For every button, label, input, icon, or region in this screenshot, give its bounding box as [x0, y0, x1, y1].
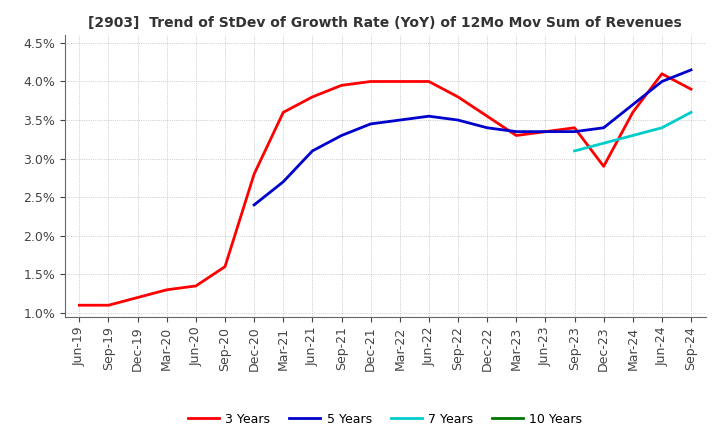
3 Years: [541, 129, 550, 134]
Line: 5 Years: 5 Years: [254, 70, 691, 205]
3 Years: [250, 172, 258, 177]
3 Years: [570, 125, 579, 130]
3 Years: [163, 287, 171, 293]
3 Years: [599, 164, 608, 169]
3 Years: [687, 87, 696, 92]
5 Years: [570, 129, 579, 134]
3 Years: [366, 79, 375, 84]
5 Years: [395, 117, 404, 123]
3 Years: [133, 295, 142, 300]
5 Years: [308, 148, 317, 154]
3 Years: [425, 79, 433, 84]
7 Years: [570, 148, 579, 154]
7 Years: [657, 125, 666, 130]
7 Years: [599, 140, 608, 146]
3 Years: [279, 110, 287, 115]
3 Years: [75, 303, 84, 308]
3 Years: [483, 114, 492, 119]
Line: 3 Years: 3 Years: [79, 74, 691, 305]
3 Years: [454, 94, 462, 99]
5 Years: [250, 202, 258, 208]
3 Years: [220, 264, 229, 269]
3 Years: [192, 283, 200, 289]
3 Years: [512, 133, 521, 138]
3 Years: [657, 71, 666, 77]
3 Years: [337, 83, 346, 88]
Line: 7 Years: 7 Years: [575, 112, 691, 151]
Title: [2903]  Trend of StDev of Growth Rate (YoY) of 12Mo Mov Sum of Revenues: [2903] Trend of StDev of Growth Rate (Yo…: [89, 16, 682, 30]
5 Years: [366, 121, 375, 127]
3 Years: [629, 110, 637, 115]
5 Years: [279, 179, 287, 184]
3 Years: [104, 303, 113, 308]
5 Years: [337, 133, 346, 138]
5 Years: [541, 129, 550, 134]
3 Years: [395, 79, 404, 84]
5 Years: [687, 67, 696, 73]
Legend: 3 Years, 5 Years, 7 Years, 10 Years: 3 Years, 5 Years, 7 Years, 10 Years: [183, 407, 588, 430]
3 Years: [308, 94, 317, 99]
5 Years: [454, 117, 462, 123]
5 Years: [599, 125, 608, 130]
7 Years: [629, 133, 637, 138]
5 Years: [425, 114, 433, 119]
5 Years: [629, 102, 637, 107]
7 Years: [687, 110, 696, 115]
5 Years: [512, 129, 521, 134]
5 Years: [657, 79, 666, 84]
5 Years: [483, 125, 492, 130]
